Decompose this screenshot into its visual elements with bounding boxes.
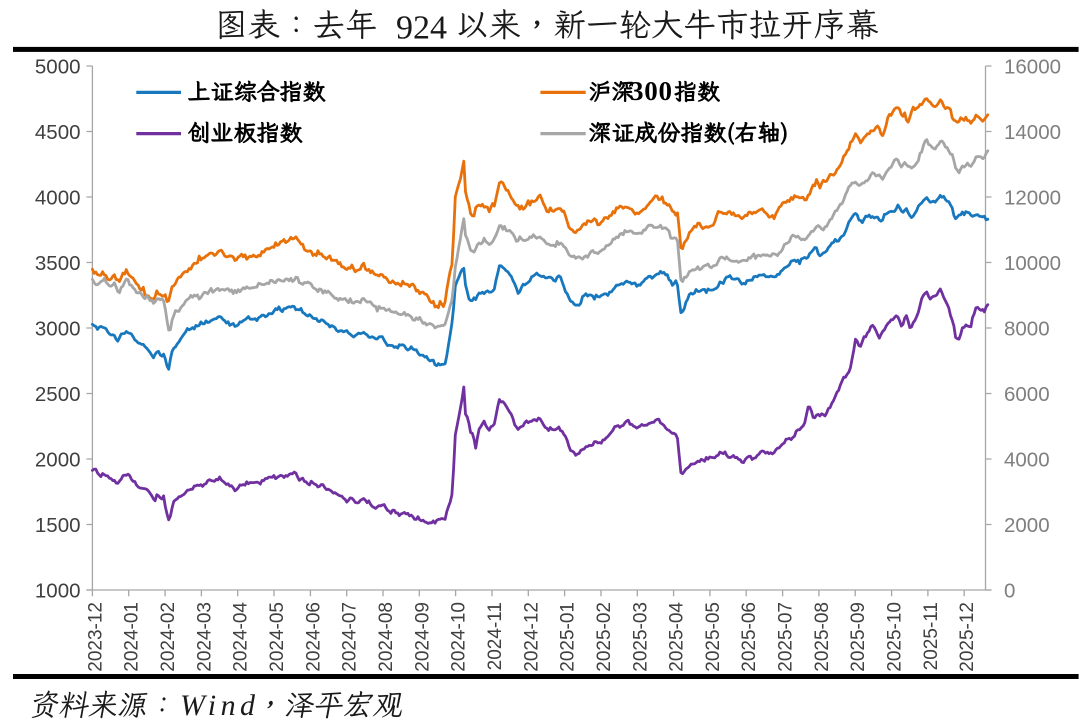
svg-text:4500: 4500 xyxy=(35,121,81,144)
svg-text:16000: 16000 xyxy=(1004,55,1061,78)
svg-text:2024-04: 2024-04 xyxy=(231,602,252,672)
svg-text:2024-07: 2024-07 xyxy=(340,602,361,672)
svg-text:2000: 2000 xyxy=(35,448,81,471)
svg-text:2024-06: 2024-06 xyxy=(303,602,324,672)
svg-text:2025-09: 2025-09 xyxy=(848,602,869,672)
svg-text:6000: 6000 xyxy=(1004,383,1050,406)
svg-text:2025-10: 2025-10 xyxy=(885,602,906,672)
svg-text:2024-03: 2024-03 xyxy=(194,602,215,672)
svg-text:3500: 3500 xyxy=(35,252,81,275)
svg-text:2025-08: 2025-08 xyxy=(812,602,833,672)
svg-text:4000: 4000 xyxy=(1004,448,1050,471)
svg-text:2025-06: 2025-06 xyxy=(739,602,760,672)
svg-text:2025-03: 2025-03 xyxy=(630,602,651,672)
svg-text:2023-12: 2023-12 xyxy=(85,602,106,672)
svg-text:924: 924 xyxy=(396,10,447,47)
svg-text:10000: 10000 xyxy=(1004,252,1061,275)
svg-text:1000: 1000 xyxy=(35,579,81,602)
svg-text:2024-01: 2024-01 xyxy=(122,602,143,672)
svg-text:2025-07: 2025-07 xyxy=(776,602,797,672)
svg-text:8000: 8000 xyxy=(1004,317,1050,340)
svg-text:2025-12: 2025-12 xyxy=(957,602,978,672)
svg-text:2025-11: 2025-11 xyxy=(921,602,942,670)
svg-text:300: 300 xyxy=(630,76,672,106)
svg-text:2025-02: 2025-02 xyxy=(594,602,615,672)
svg-text:14000: 14000 xyxy=(1004,121,1061,144)
svg-text:2025-05: 2025-05 xyxy=(703,602,724,672)
svg-text:2024-11: 2024-11 xyxy=(485,602,506,670)
svg-text:2024-08: 2024-08 xyxy=(376,602,397,672)
svg-text:2500: 2500 xyxy=(35,383,81,406)
svg-text:5000: 5000 xyxy=(35,55,81,78)
svg-text:2000: 2000 xyxy=(1004,514,1050,537)
svg-text:2024-02: 2024-02 xyxy=(158,602,179,672)
svg-text:0: 0 xyxy=(1004,579,1015,602)
svg-text:2024-05: 2024-05 xyxy=(267,602,288,672)
svg-text:1500: 1500 xyxy=(35,514,81,537)
svg-text:2025-04: 2025-04 xyxy=(667,602,688,672)
svg-text:12000: 12000 xyxy=(1004,186,1061,209)
svg-text:3000: 3000 xyxy=(35,317,81,340)
svg-text:2024-12: 2024-12 xyxy=(521,602,542,672)
svg-text:2025-01: 2025-01 xyxy=(558,602,579,672)
svg-text:4000: 4000 xyxy=(35,186,81,209)
svg-text:2024-09: 2024-09 xyxy=(412,602,433,672)
svg-text:2024-10: 2024-10 xyxy=(449,602,470,672)
